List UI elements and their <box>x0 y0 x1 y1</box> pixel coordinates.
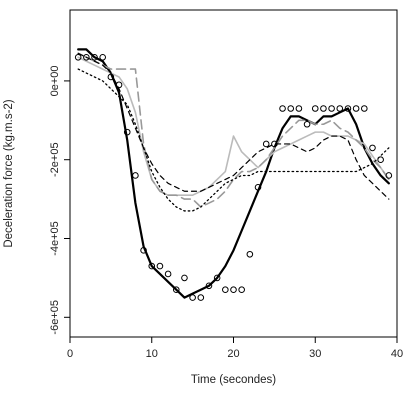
data-series <box>77 48 390 299</box>
y-tick-label: -4e+05 <box>49 221 61 256</box>
x-tick-label: 0 <box>67 348 73 360</box>
series-line-3 <box>77 52 390 208</box>
y-tick-label: -6e+05 <box>49 300 61 335</box>
data-point <box>132 172 139 179</box>
data-point <box>91 53 98 61</box>
data-point <box>328 105 335 112</box>
data-point <box>197 294 205 301</box>
data-point <box>238 286 245 294</box>
data-point <box>369 144 376 152</box>
data-point <box>164 270 172 278</box>
data-point <box>205 282 213 290</box>
data-point <box>74 53 82 61</box>
data-point <box>123 128 131 136</box>
x-tick-label: 20 <box>227 348 239 360</box>
data-point <box>320 105 327 112</box>
data-point <box>377 156 384 164</box>
data-point <box>295 105 303 112</box>
data-point <box>246 250 254 258</box>
data-point <box>115 81 123 89</box>
axes: 0 10 20 30 40 0e+00 -2e+05 -4e+05 -6e+05 <box>49 9 403 360</box>
data-point <box>311 105 319 112</box>
data-point <box>279 105 286 112</box>
data-point <box>287 105 295 112</box>
series-line-5 <box>77 68 390 212</box>
data-point <box>303 120 311 128</box>
x-tick-label: 40 <box>391 348 403 360</box>
data-point <box>140 247 147 254</box>
data-point <box>336 105 344 112</box>
y-tick-label: -2e+05 <box>49 142 61 177</box>
data-point <box>148 262 156 270</box>
data-point <box>83 53 90 61</box>
x-tick-label: 30 <box>309 348 321 360</box>
series-line-1 <box>77 48 390 299</box>
y-axis-label: Deceleration force (kg.m.s-2) <box>3 99 15 247</box>
series-line-4 <box>77 52 390 200</box>
y-tick-label: 0e+00 <box>49 65 61 96</box>
data-point <box>361 105 368 112</box>
data-point <box>344 105 352 112</box>
data-point <box>107 73 115 81</box>
data-point <box>262 140 270 148</box>
data-points <box>74 53 393 301</box>
x-axis-label: Time (secondes) <box>191 374 276 386</box>
data-point <box>385 172 393 179</box>
data-point <box>230 286 237 294</box>
x-tick-label: 10 <box>146 348 158 360</box>
data-point <box>181 274 188 282</box>
data-point <box>271 140 278 148</box>
data-point <box>222 286 229 294</box>
data-point <box>172 286 180 294</box>
data-point <box>213 274 221 282</box>
data-point <box>99 53 106 61</box>
data-point <box>352 105 360 112</box>
data-point <box>254 183 262 191</box>
data-point <box>156 262 164 270</box>
data-point <box>189 294 196 301</box>
